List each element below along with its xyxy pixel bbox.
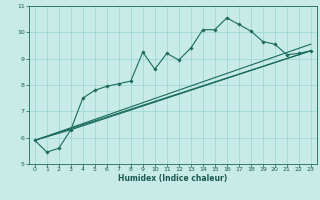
X-axis label: Humidex (Indice chaleur): Humidex (Indice chaleur) [118, 174, 228, 183]
